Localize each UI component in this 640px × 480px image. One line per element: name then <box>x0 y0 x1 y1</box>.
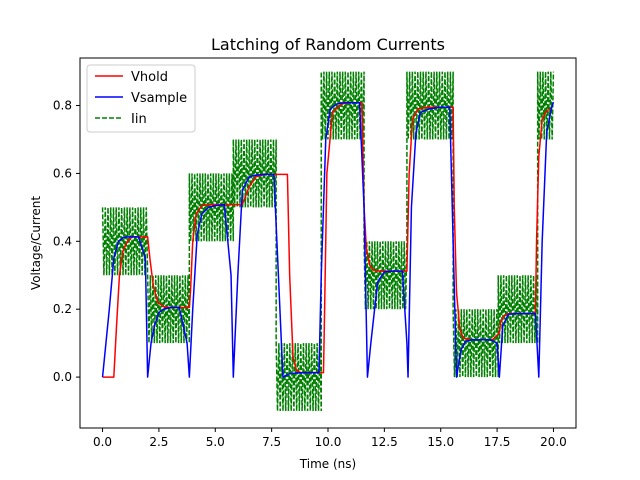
x-tick-label: 7.5 <box>262 435 281 449</box>
chart-title: Latching of Random Currents <box>211 35 445 54</box>
legend-label-vhold: Vhold <box>131 70 168 85</box>
x-tick-label: 2.5 <box>149 435 168 449</box>
y-axis-ticks: 0.0 0.2 0.4 0.6 0.8 <box>53 99 80 384</box>
x-tick-label: 17.5 <box>484 435 511 449</box>
y-axis-label: Voltage/Current <box>29 196 43 290</box>
x-tick-label: 5.0 <box>206 435 225 449</box>
y-tick-label: 0.4 <box>53 234 72 248</box>
series-layer <box>101 71 555 412</box>
x-tick-label: 20.0 <box>540 435 567 449</box>
y-tick-label: 0.6 <box>53 166 72 180</box>
legend-label-iin: Iin <box>131 112 147 127</box>
y-tick-label: 0.0 <box>53 370 72 384</box>
series-line-iin <box>101 71 555 412</box>
legend-box <box>86 64 196 133</box>
y-tick-label: 0.2 <box>53 302 72 316</box>
x-tick-label: 12.5 <box>371 435 398 449</box>
x-axis-label: Time (ns) <box>299 457 356 471</box>
x-tick-label: 0.0 <box>93 435 112 449</box>
y-tick-label: 0.8 <box>53 99 72 113</box>
x-tick-label: 10.0 <box>315 435 342 449</box>
series-line-vsample <box>101 101 555 378</box>
legend: Vhold Vsample Iin <box>86 64 196 133</box>
legend-label-vsample: Vsample <box>131 91 187 106</box>
x-tick-label: 15.0 <box>427 435 454 449</box>
x-axis-ticks: 0.0 2.5 5.0 7.5 10.0 12.5 15.0 17.5 20.0 <box>93 428 567 449</box>
